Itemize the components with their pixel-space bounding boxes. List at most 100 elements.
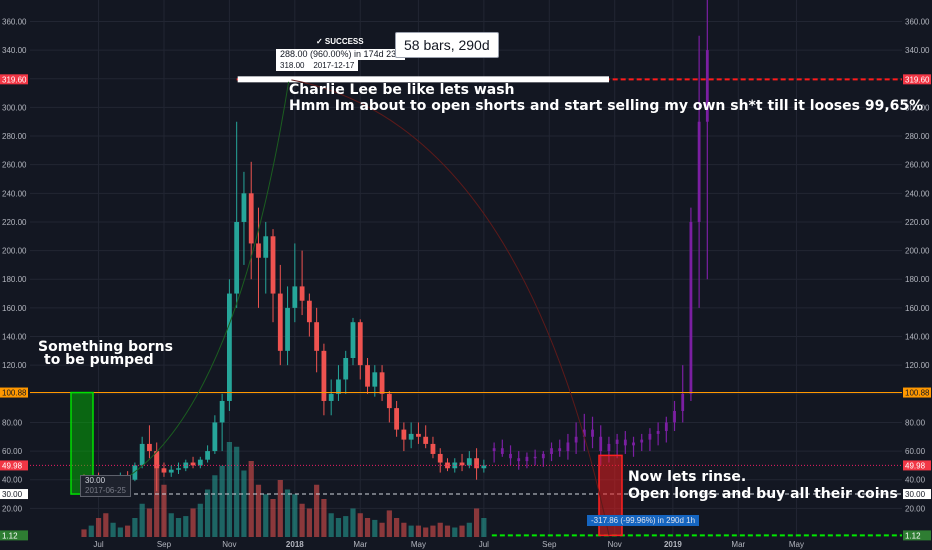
candle-body (227, 293, 232, 401)
left-tick-label: 40.00 (2, 476, 23, 485)
right-tick-label: 60.00 (905, 447, 926, 456)
volume-bar (314, 484, 320, 537)
projection-body (558, 448, 562, 452)
time-tick-label: May (411, 540, 426, 549)
time-tick-label: Nov (608, 540, 622, 549)
left-price-axis: 20.0040.0060.0080.00100.00120.00140.0016… (2, 17, 27, 513)
volume-bar (168, 513, 174, 537)
right-tick-label: 120.00 (905, 361, 930, 370)
candle-body (154, 451, 160, 469)
candle-body (357, 322, 363, 366)
volume-bar (132, 518, 138, 537)
volume-bar (437, 522, 443, 537)
left-tick-label: 360.00 (2, 17, 27, 26)
price-tag-bg (0, 460, 28, 471)
projection-body (591, 429, 594, 437)
candle-body (147, 443, 152, 452)
left-tick-label: 300.00 (2, 103, 27, 112)
left-tick-label: 220.00 (2, 218, 27, 227)
price-tag-label: 49.98 (905, 461, 926, 470)
left-tick-label: 180.00 (2, 275, 27, 284)
left-tick-label: 20.00 (2, 504, 23, 513)
candle-body (379, 372, 385, 394)
projection-candles (492, 0, 709, 470)
candle-body (321, 350, 327, 401)
volume-bar (270, 499, 276, 537)
right-tick-label: 200.00 (905, 247, 930, 256)
projection-body (664, 422, 668, 432)
measure-price: 318.00 (280, 61, 305, 70)
time-tick-label: Jul (479, 540, 489, 549)
volume-bar (234, 446, 240, 537)
right-tick-label: 240.00 (905, 189, 930, 198)
right-tick-label: 280.00 (905, 132, 930, 141)
low-marker-label: 30.00 2017-06-25 (80, 475, 131, 497)
volume-bar (350, 508, 356, 537)
right-tick-label: 300.00 (905, 103, 930, 112)
volume-bar (212, 475, 218, 537)
candle-body (365, 365, 370, 387)
volume-bar (117, 527, 123, 537)
measure-date: 2017-12-17 (313, 61, 355, 70)
price-tag-label: 100.88 (2, 389, 27, 398)
volume-bar (379, 522, 385, 537)
projection-body (525, 456, 529, 462)
volume-bar (88, 525, 94, 537)
candle-body (408, 433, 414, 440)
candle-body (350, 322, 356, 358)
volume-bar (161, 484, 167, 537)
volume-bar (241, 470, 247, 537)
price-tag-label: 30.00 (2, 490, 23, 499)
volume-bar (481, 518, 487, 537)
something-annotation-line2: to be pumped (44, 352, 154, 368)
price-tags: 100.88 100.88 49.98 49.98 30.00 30.00 319.60 31… (0, 74, 931, 541)
candle-body (263, 236, 269, 258)
candle-body (466, 458, 472, 466)
volume-bar (103, 513, 109, 537)
candle-body (205, 451, 210, 460)
measure-price-label: 318.00 2017-12-17 (276, 60, 359, 71)
volume-bar (408, 525, 414, 537)
candle-body (430, 443, 436, 454)
volume-bar (190, 508, 196, 537)
projection-body (566, 442, 570, 452)
projection-body (632, 442, 635, 446)
high-marker-dot (286, 76, 292, 82)
candle-body (132, 465, 138, 480)
candle-body (234, 221, 240, 294)
volume-bar (466, 522, 472, 537)
low-marker-date: 2017-06-25 (85, 486, 126, 495)
right-tick-label: 180.00 (905, 275, 930, 284)
red-arc (288, 78, 610, 536)
price-tag-bg (903, 74, 931, 85)
left-tick-label: 280.00 (2, 132, 27, 141)
volume-bar (110, 522, 116, 537)
candle-body (190, 462, 196, 466)
bars-popup: 58 bars, 290d (395, 32, 499, 58)
projection-body (582, 429, 586, 437)
candle-body (336, 379, 341, 394)
left-tick-label: 160.00 (2, 304, 27, 313)
rinse-annotation-line1: Now lets rinse. (628, 469, 747, 485)
candle-body (212, 422, 218, 452)
price-tag-label: 49.98 (2, 461, 23, 470)
time-tick-label: Sep (157, 540, 172, 549)
candle-body (256, 243, 261, 258)
candle-body (474, 458, 479, 469)
price-tag-bg (0, 530, 28, 541)
projection-body (689, 221, 693, 394)
volume-bar (146, 508, 153, 537)
right-tick-label: 220.00 (905, 218, 930, 227)
price-tag-bg (903, 530, 931, 541)
right-tick-label: 80.00 (905, 418, 926, 427)
drawings (30, 76, 902, 537)
time-tick-label: May (789, 540, 804, 549)
volume-bar (321, 499, 327, 537)
volume-bar (197, 503, 203, 537)
price-tag-label: 100.88 (905, 389, 930, 398)
candle-body (459, 462, 465, 466)
volume-bar (226, 442, 232, 537)
volume-bar (444, 525, 451, 537)
volume-bar (328, 513, 334, 537)
